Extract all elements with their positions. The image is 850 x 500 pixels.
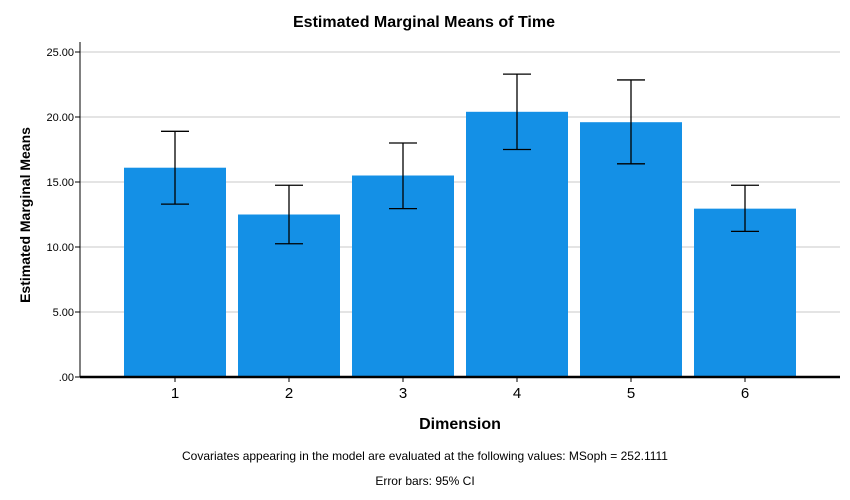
bars — [124, 111, 796, 378]
x-axis-ticks: 1 2 3 4 5 6 — [171, 377, 749, 402]
error-bar — [731, 184, 759, 233]
covariates-footnote: Covariates appearing in the model are ev… — [182, 449, 668, 463]
bar — [466, 111, 568, 378]
bar — [580, 122, 682, 377]
y-tick-label: 15.00 — [46, 177, 74, 189]
x-tick-label: 2 — [285, 385, 293, 402]
bar-chart: Estimated Marginal Means of Time .005.00… — [17, 14, 840, 433]
x-tick-label: 1 — [171, 385, 179, 402]
x-tick-label: 6 — [741, 385, 749, 402]
x-tick-label: 3 — [399, 385, 407, 402]
error-bar — [617, 79, 645, 165]
bar — [694, 208, 796, 377]
error-bar — [161, 130, 189, 205]
x-tick-label: 4 — [513, 385, 521, 402]
error-bars-footnote: Error bars: 95% CI — [375, 474, 475, 488]
error-bar — [503, 73, 531, 151]
y-tick-label: 5.00 — [53, 307, 74, 319]
y-tick-label: 25.00 — [46, 47, 74, 59]
error-bars — [161, 73, 759, 245]
y-axis-ticks: .00 5.00 10.00 15.00 20.00 25.00 — [46, 47, 80, 384]
y-tick-label: 20.00 — [46, 112, 74, 124]
x-axis-title: Dimension — [419, 416, 501, 433]
y-tick-label: .00 — [59, 372, 74, 384]
x-tick-label: 5 — [627, 385, 635, 402]
error-bar — [275, 184, 303, 245]
y-tick-label: 10.00 — [46, 242, 74, 254]
y-axis-title: Estimated Marginal Means — [17, 127, 33, 303]
chart-title: Estimated Marginal Means of Time — [293, 14, 555, 31]
error-bar — [389, 142, 417, 210]
